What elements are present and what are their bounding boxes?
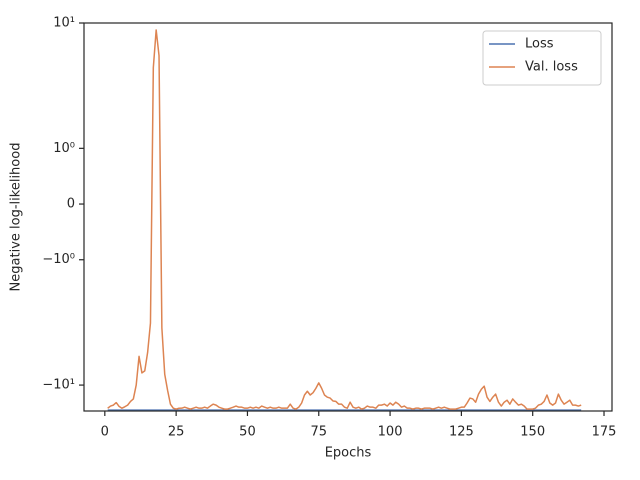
legend-label: Val. loss [525, 60, 578, 75]
y-tick-label: −10¹ [42, 378, 75, 393]
axes-frame [83, 22, 613, 412]
y-tick-label: 0 [67, 197, 75, 212]
x-tick-label: 0 [101, 425, 109, 440]
y-tick-label: 10¹ [53, 16, 75, 31]
x-tick-label: 50 [239, 425, 256, 440]
y-axis-label: Negative log-likelihood [9, 143, 24, 292]
x-tick-label: 75 [310, 425, 327, 440]
y-tick-label: −10⁰ [42, 252, 75, 267]
x-tick-label: 25 [168, 425, 185, 440]
x-tick-label: 150 [520, 425, 545, 440]
x-tick-label: 125 [449, 425, 474, 440]
x-tick-label: 175 [592, 425, 617, 440]
legend-label: Loss [525, 37, 554, 52]
x-axis-label: Epochs [325, 446, 372, 461]
x-tick-label: 100 [378, 425, 403, 440]
y-tick-label: 10⁰ [53, 141, 75, 156]
line-series [107, 29, 582, 410]
